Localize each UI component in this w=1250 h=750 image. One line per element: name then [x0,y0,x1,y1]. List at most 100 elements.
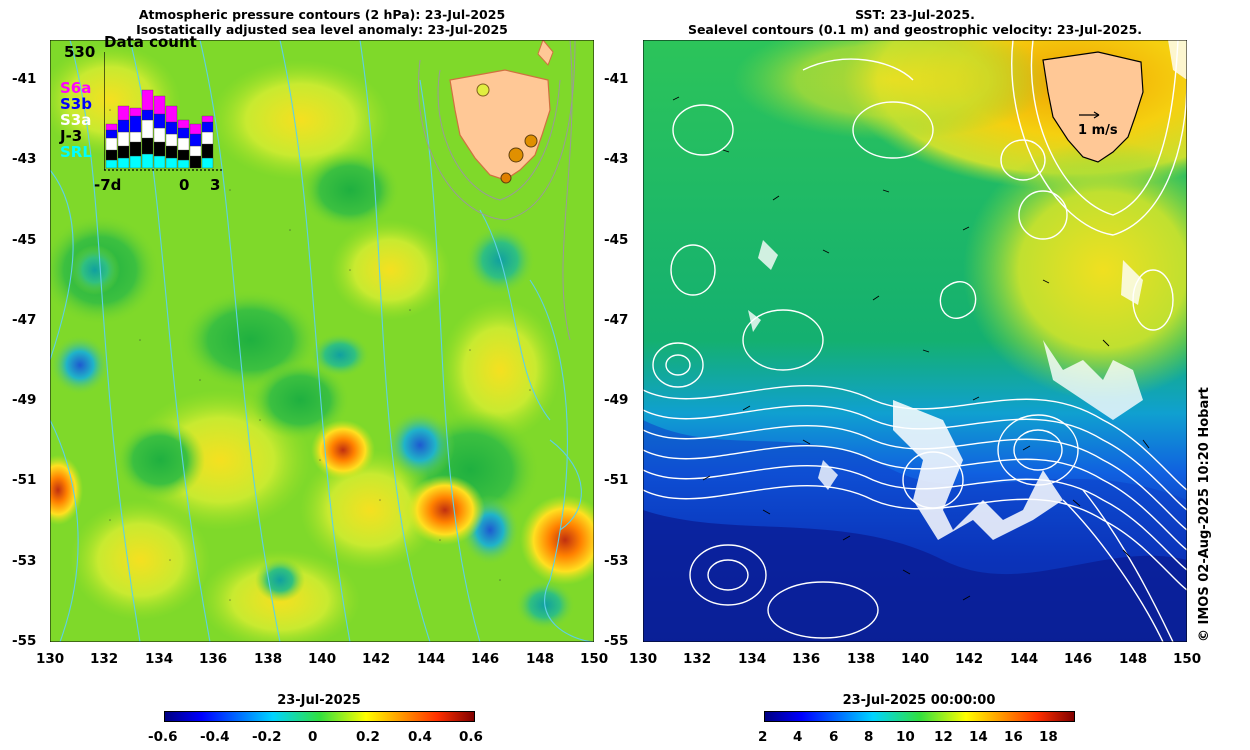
histogram-bar-segment [117,131,130,147]
right-lon-tick: 136 [792,651,821,667]
histogram-bar-segment [177,149,190,161]
left-lon-tick: 148 [526,651,555,667]
histogram-bar-segment [153,141,166,157]
left-lon-tick: 136 [199,651,228,667]
right-title-line1: SST: 23-Jul-2025. [855,7,975,22]
right-lat-tick: -49 [604,392,629,408]
right-lat-tick: -53 [604,553,629,569]
sla-colorbar-tick: -0.6 [148,729,178,745]
sla-colorbar-tick: 0.6 [459,729,483,745]
right-lon-tick: 144 [1010,651,1039,667]
inset-xlabel-zero: 0 [179,176,190,194]
satellite-label-srl: SRL [60,143,92,161]
histogram-bar-segment [165,157,178,169]
histogram-bar-segment [201,115,214,123]
right-lon-tick: 132 [683,651,712,667]
inset-title: Data count [104,33,197,51]
satellite-label-j3: J-3 [60,127,83,145]
sla-colorbar [164,711,475,722]
sla-colorbar-tick: -0.2 [252,729,282,745]
histogram-bar-segment [189,123,202,135]
histogram-bar-segment [165,145,178,159]
histogram-bar-segment [153,95,166,115]
sst-colorbar [764,711,1075,722]
left-title: Atmospheric pressure contours (2 hPa): 2… [50,7,594,37]
left-title-line1: Atmospheric pressure contours (2 hPa): 2… [138,7,506,22]
left-lat-tick: -41 [12,71,37,87]
velocity-scale-label: 1 m/s [1078,123,1118,138]
right-lon-tick: 142 [955,651,984,667]
right-lon-tick: 148 [1119,651,1148,667]
left-lon-tick: 130 [36,651,65,667]
inset-xlabel-start: -7d [94,176,122,194]
sla-colorbar-tick: -0.4 [200,729,230,745]
right-lat-tick: -55 [604,633,629,649]
left-lon-tick: 134 [145,651,174,667]
flinders-island-land [537,40,554,66]
histogram-bar-segment [129,131,142,143]
histogram-bar-segment [153,127,166,143]
histogram-bar-segment [189,155,202,169]
histogram-bar-segment [129,155,142,169]
imos-credit: © IMOS 02-Aug-2025 10:20 Hobart [1197,387,1212,642]
histogram-bar-segment [165,121,178,135]
right-title: SST: 23-Jul-2025. Sealevel contours (0.1… [643,7,1187,37]
sst-map [643,40,1187,642]
right-title-line2: Sealevel contours (0.1 m) and geostrophi… [687,22,1143,37]
left-lat-tick: -47 [12,312,37,328]
satellite-label-s3b: S3b [60,95,92,113]
sst-colorbar-tick: 6 [829,729,839,745]
histogram-bar-segment [153,155,166,169]
sst-colorbar-tick: 2 [758,729,768,745]
left-lon-tick: 150 [580,651,609,667]
inset-xlabel-end: 3 [210,176,221,194]
tasmania-land-sst [1042,51,1144,163]
sst-colorbar-tick: 14 [969,729,988,745]
velocity-arrows [672,96,1150,601]
histogram-bar-segment [129,107,142,117]
left-title-line2: Isostatically adjusted sea level anomaly… [136,22,508,37]
histogram-bar-segment [117,157,130,169]
histogram-bar-segment [165,105,178,123]
sst-colorbar-tick: 16 [1004,729,1023,745]
right-lon-tick: 130 [629,651,658,667]
right-lon-tick: 140 [901,651,930,667]
histogram-bar-segment [141,137,154,155]
right-lat-tick: -47 [604,312,629,328]
left-lat-tick: -49 [12,392,37,408]
sla-colorbar-tick: 0.2 [356,729,380,745]
right-lon-tick: 146 [1064,651,1093,667]
left-lat-tick: -45 [12,232,37,248]
histogram-bar-segment [141,109,154,121]
histogram-bar-segment [117,119,130,133]
histogram-bar-segment [201,131,214,145]
right-lat-tick: -51 [604,472,629,488]
left-lon-tick: 142 [362,651,391,667]
sst-colorbar-tick: 12 [934,729,953,745]
tasmania-land [449,69,551,181]
sea-level-anomaly-map [50,40,594,642]
right-lon-tick: 134 [738,651,767,667]
histogram-bar-segment [129,115,142,133]
histogram-bar-segment [153,113,166,129]
histogram-bar-segment [177,127,190,139]
histogram-bar-segment [105,123,118,131]
left-lon-tick: 146 [471,651,500,667]
sla-colorbar-tick: 0 [308,729,318,745]
sst-colorbar-tick: 18 [1039,729,1058,745]
right-lat-tick: -41 [604,71,629,87]
sla-dot-grid [109,109,531,601]
left-lon-tick: 140 [308,651,337,667]
histogram-bar-segment [105,137,118,151]
histogram-bar-segment [105,159,118,169]
sla-colorbar-tick: 0.4 [408,729,432,745]
histogram-bar-segment [117,145,130,159]
satellite-label-s3a: S3a [60,111,92,129]
histogram-bar-segment [165,133,178,147]
left-lon-tick: 144 [417,651,446,667]
histogram-bar-segment [189,133,202,147]
histogram-bar-segment [141,153,154,169]
sst-colorbar-tick: 8 [864,729,874,745]
data-count-histogram [104,52,222,171]
right-lat-tick: -45 [604,232,629,248]
